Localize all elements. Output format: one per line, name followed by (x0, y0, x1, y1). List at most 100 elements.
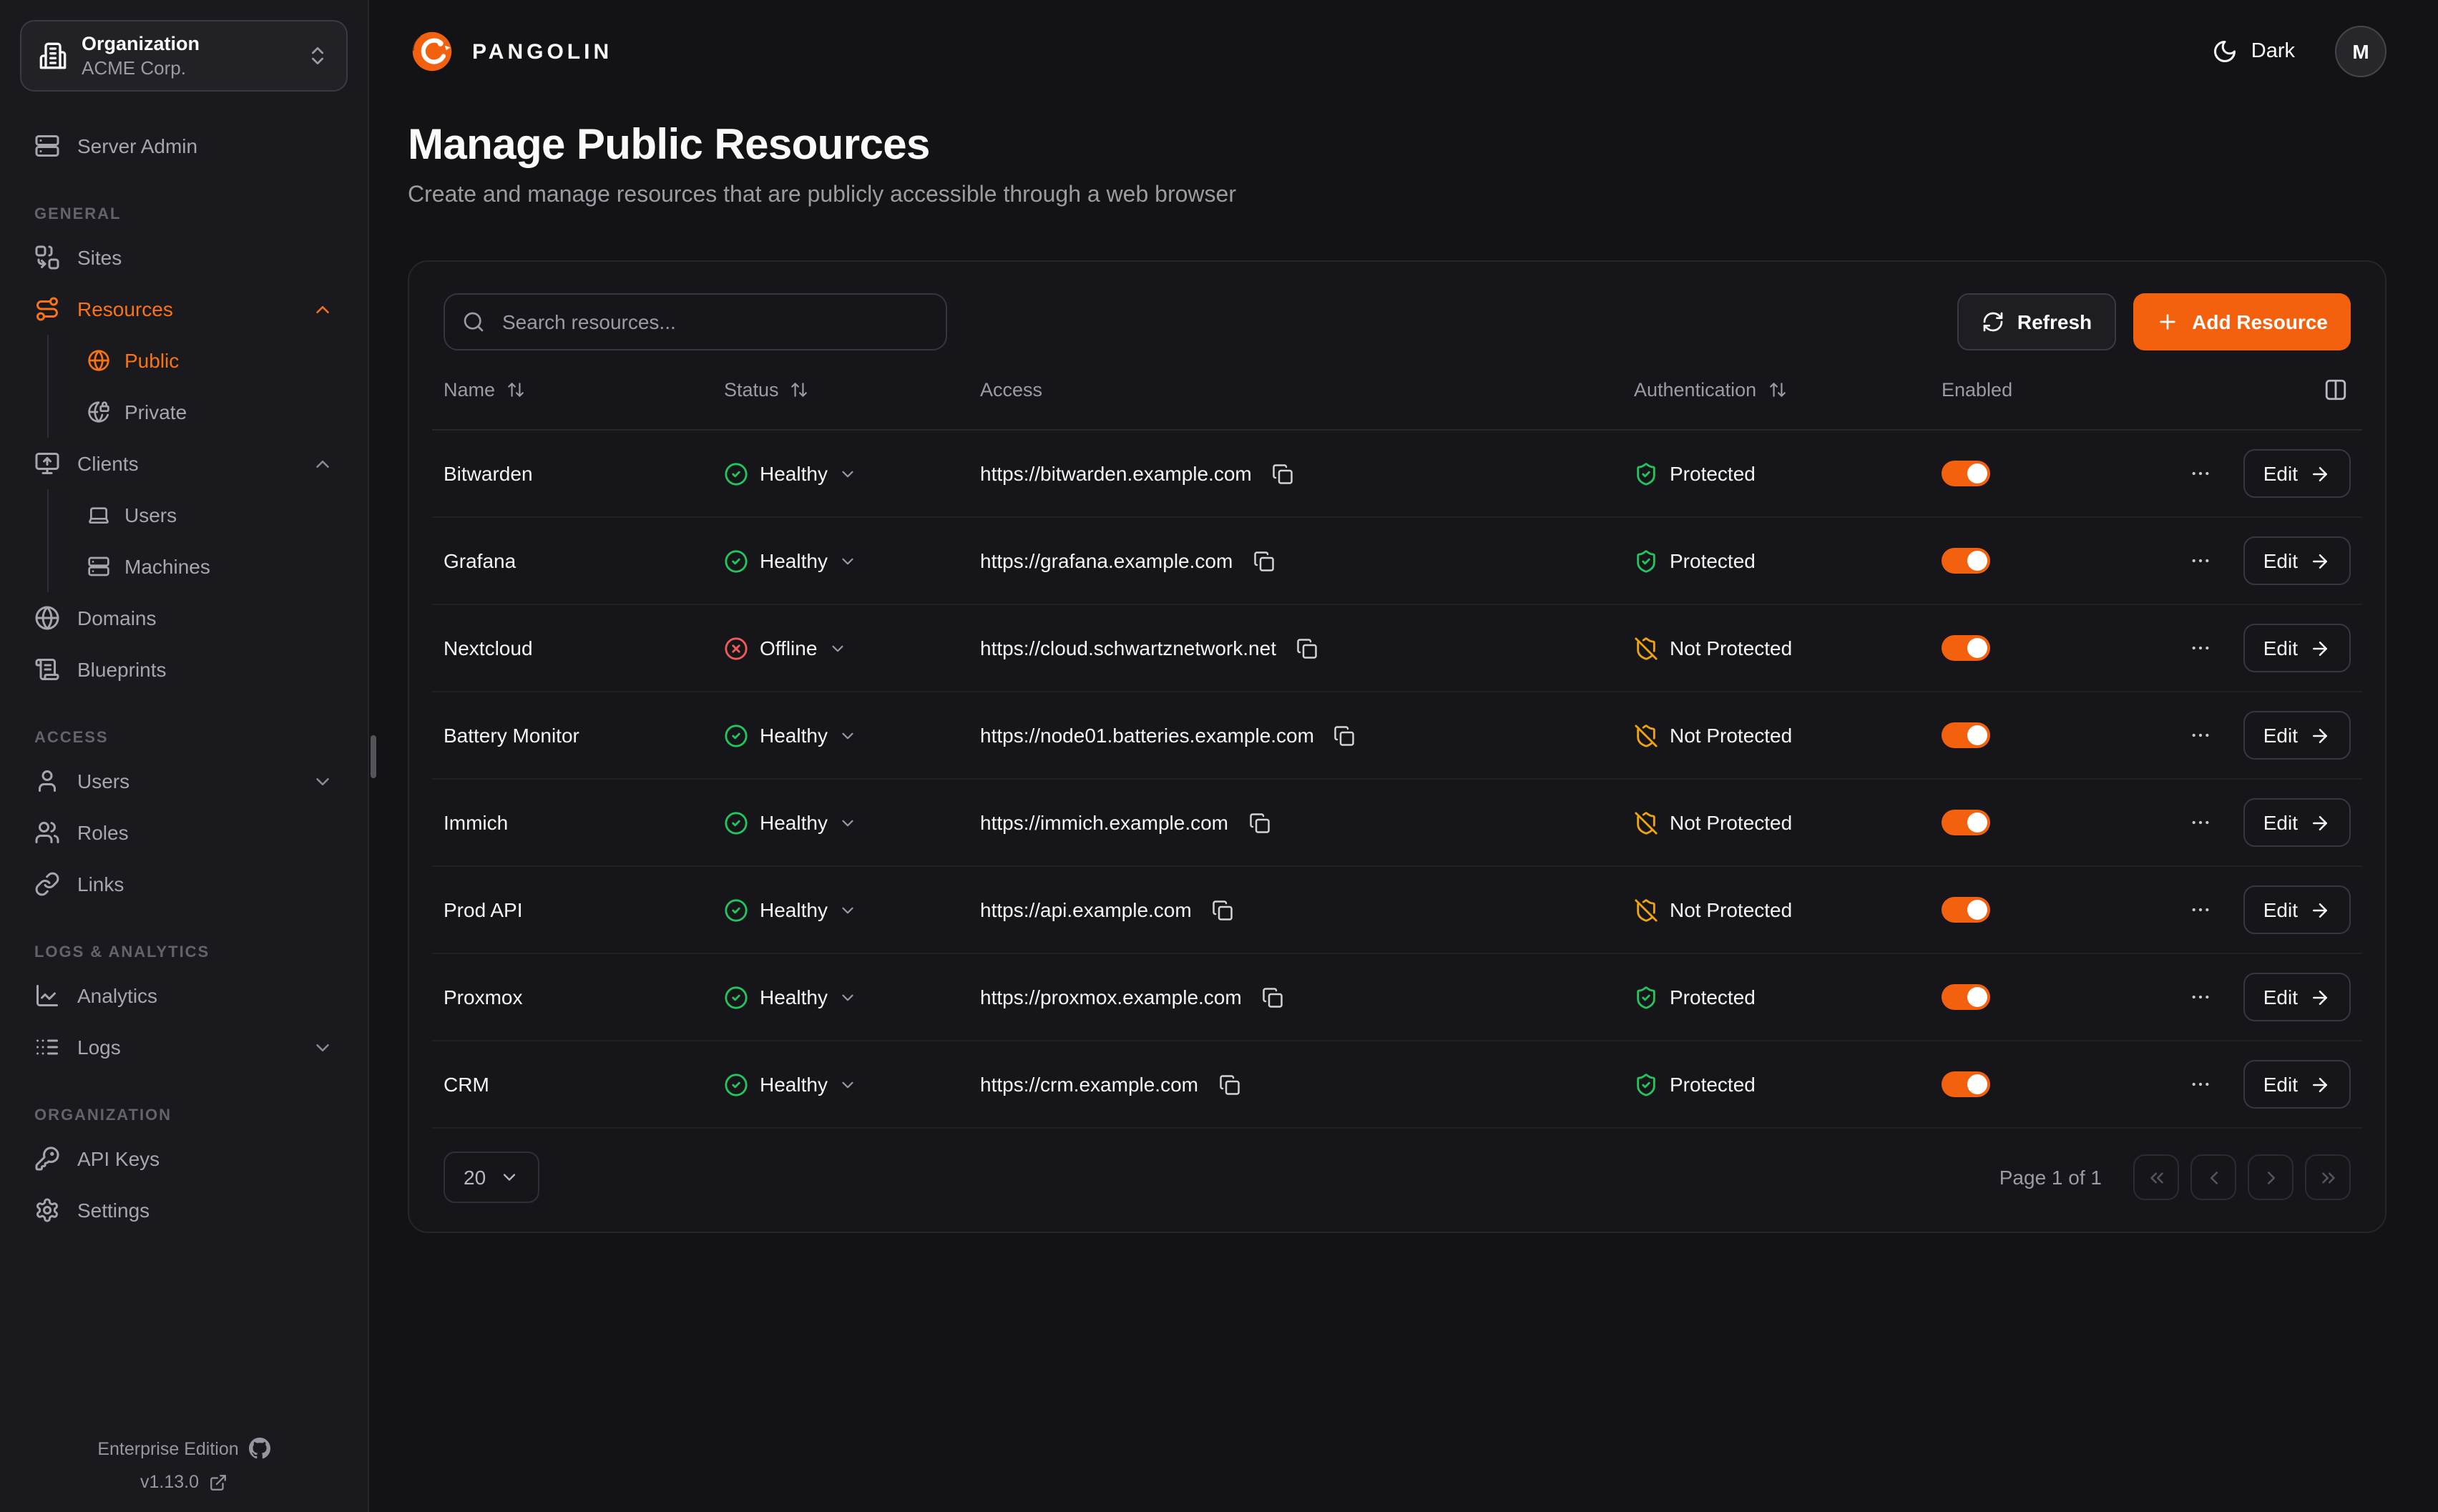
row-menu-button[interactable] (2186, 808, 2215, 837)
edit-button[interactable]: Edit (2243, 624, 2351, 672)
sidebar-item-private[interactable]: Private (73, 386, 348, 438)
prev-page-button[interactable] (2190, 1154, 2236, 1200)
sidebar-item-clients[interactable]: Clients (20, 438, 348, 489)
column-label: Name (444, 379, 496, 401)
column-header-access[interactable]: Access (969, 379, 1622, 401)
copy-url-button[interactable] (1250, 547, 1277, 574)
copy-url-button[interactable] (1209, 896, 1236, 923)
circle-check-icon (725, 898, 748, 921)
column-header-status[interactable]: Status (713, 379, 969, 401)
resource-url: https://bitwarden.example.com (980, 462, 1252, 485)
first-page-button[interactable] (2133, 1154, 2179, 1200)
section-label-logs-analytics: LOGS & ANALYTICS (34, 944, 210, 961)
sidebar-item-domains[interactable]: Domains (20, 592, 348, 644)
status-dropdown[interactable]: Healthy (724, 461, 858, 486)
chevron-down-icon (843, 993, 854, 1001)
enabled-toggle[interactable] (1942, 1071, 1990, 1097)
row-menu-button[interactable] (2186, 459, 2215, 488)
sidebar-item-blueprints[interactable]: Blueprints (20, 644, 348, 695)
enabled-toggle[interactable] (1942, 897, 1990, 923)
resource-url: https://proxmox.example.com (980, 986, 1242, 1008)
status-dropdown[interactable]: Healthy (724, 1072, 858, 1096)
last-page-button[interactable] (2305, 1154, 2351, 1200)
sidebar-item-links[interactable]: Links (20, 858, 348, 910)
sidebar-item-api-keys[interactable]: API Keys (20, 1133, 348, 1184)
sidebar-item-machines[interactable]: Machines (73, 541, 348, 592)
copy-url-button[interactable] (1293, 634, 1321, 662)
edit-button[interactable]: Edit (2243, 449, 2351, 498)
row-menu-button[interactable] (2186, 721, 2215, 750)
status-dropdown[interactable]: Healthy (724, 723, 858, 747)
edit-label: Edit (2263, 637, 2298, 659)
arrow-right-icon (2313, 815, 2327, 830)
status-dropdown[interactable]: Healthy (724, 549, 858, 573)
theme-toggle[interactable]: Dark (2204, 37, 2304, 66)
resource-name: Immich (444, 811, 509, 834)
search-box[interactable] (444, 293, 947, 350)
edit-label: Edit (2263, 1073, 2298, 1096)
sidebar-item-roles[interactable]: Roles (20, 807, 348, 858)
sidebar-item-sites[interactable]: Sites (20, 232, 348, 283)
enabled-toggle[interactable] (1942, 984, 1990, 1010)
edit-button[interactable]: Edit (2243, 536, 2351, 585)
page-subtitle: Create and manage resources that are pub… (408, 183, 1236, 207)
copy-url-button[interactable] (1331, 722, 1358, 749)
sidebar-item-settings[interactable]: Settings (20, 1184, 348, 1236)
status-dropdown[interactable]: Offline (724, 636, 847, 660)
sidebar-item-label: Roles (77, 821, 129, 844)
sidebar-item-server-admin[interactable]: Server Admin (20, 120, 348, 172)
sidebar-item-analytics[interactable]: Analytics (20, 970, 348, 1021)
sidebar-item-logs[interactable]: Logs (20, 1021, 348, 1073)
github-icon[interactable] (248, 1438, 270, 1459)
sidebar-item-label: Sites (77, 246, 122, 269)
status-dropdown[interactable]: Healthy (724, 985, 858, 1009)
row-menu-button[interactable] (2186, 895, 2215, 924)
shield-off-icon (1635, 637, 1658, 659)
edit-button[interactable]: Edit (2243, 973, 2351, 1021)
org-switcher[interactable]: Organization ACME Corp. (20, 20, 348, 92)
search-input[interactable] (499, 309, 929, 335)
status-dropdown[interactable]: Healthy (724, 810, 858, 835)
monitor-up-icon (35, 453, 59, 474)
status-dropdown[interactable]: Healthy (724, 898, 858, 922)
arrow-right-icon (2313, 554, 2327, 568)
sidebar-item-public[interactable]: Public (73, 335, 348, 386)
version-label: v1.13.0 (139, 1472, 199, 1492)
enabled-toggle[interactable] (1942, 548, 1990, 574)
sidebar-item-resources[interactable]: Resources (20, 283, 348, 335)
brand[interactable]: PANGOLIN (408, 27, 612, 76)
column-settings-button[interactable] (2321, 375, 2351, 405)
row-menu-button[interactable] (2186, 546, 2215, 575)
enabled-toggle[interactable] (1942, 635, 1990, 661)
sidebar-nav: Server Admin GENERAL Sites Resources Pub… (20, 120, 348, 1236)
copy-url-button[interactable] (1269, 460, 1296, 487)
toggle-knob (1967, 638, 1987, 658)
external-link-icon[interactable] (209, 1473, 227, 1491)
page-size-select[interactable]: 20 (444, 1152, 539, 1203)
sidebar-item-client-users[interactable]: Users (73, 489, 348, 541)
enabled-toggle[interactable] (1942, 461, 1990, 486)
toggle-knob (1967, 1074, 1987, 1094)
row-menu-button[interactable] (2186, 634, 2215, 662)
edit-button[interactable]: Edit (2243, 1060, 2351, 1109)
logs-list-icon (36, 1039, 58, 1055)
copy-url-button[interactable] (1245, 809, 1273, 836)
enabled-toggle[interactable] (1942, 722, 1990, 748)
copy-url-button[interactable] (1259, 983, 1286, 1011)
sidebar-scrollbar-thumb[interactable] (371, 735, 376, 778)
row-menu-button[interactable] (2186, 983, 2215, 1011)
column-header-name[interactable]: Name (432, 379, 713, 401)
edit-button[interactable]: Edit (2243, 885, 2351, 934)
refresh-button[interactable]: Refresh (1957, 293, 2117, 350)
table-row: Proxmox Healthy https://proxmox.example.… (432, 954, 2362, 1041)
enabled-toggle[interactable] (1942, 810, 1990, 835)
add-resource-button[interactable]: Add Resource (2133, 293, 2351, 350)
copy-url-button[interactable] (1215, 1071, 1243, 1098)
edit-button[interactable]: Edit (2243, 798, 2351, 847)
column-header-authentication[interactable]: Authentication (1622, 379, 1930, 401)
avatar[interactable]: M (2335, 26, 2386, 77)
sidebar-item-users[interactable]: Users (20, 755, 348, 807)
row-menu-button[interactable] (2186, 1070, 2215, 1099)
next-page-button[interactable] (2248, 1154, 2293, 1200)
edit-button[interactable]: Edit (2243, 711, 2351, 760)
